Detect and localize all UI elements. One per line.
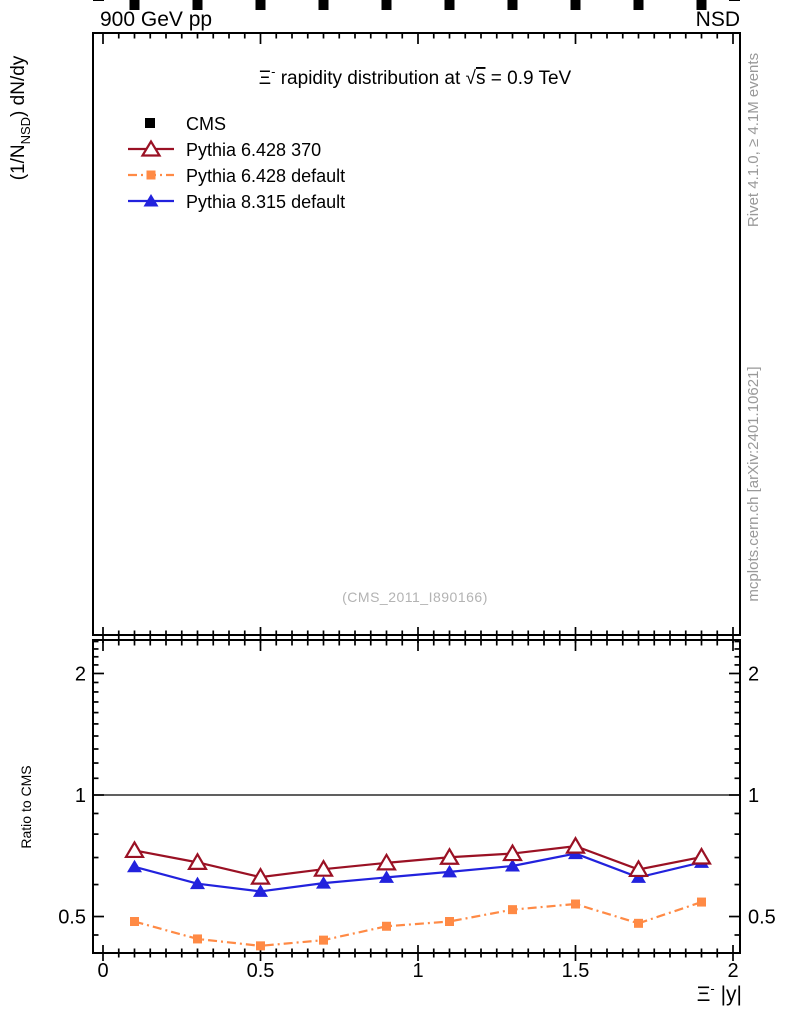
data-point-marker [313, 859, 334, 877]
ratio-plot-frame [92, 639, 741, 954]
legend-marker-pythia6-default [146, 170, 156, 180]
data-point-marker [379, 870, 394, 883]
main-series [129, 0, 707, 10]
tick-label: 1 [412, 960, 423, 982]
x-axis-title: Ξ- |y| [697, 981, 742, 1006]
data-point-marker [565, 835, 586, 854]
data-point-marker [502, 843, 523, 862]
data-point-marker [439, 847, 460, 865]
data-point-marker [634, 918, 643, 928]
data-point-marker [505, 859, 520, 872]
legend-label-pythia6-370: Pythia 6.428 370 [186, 140, 321, 160]
tick-label: 0 [75, 0, 86, 5]
series-markers-pythia-6-428-default [130, 0, 706, 9]
mcplots-arxiv-note: mcplots.cern.ch [arXiv:2401.10621] [745, 366, 762, 601]
event-class-label: NSD [696, 8, 740, 31]
data-point-marker [124, 840, 145, 859]
data-point-marker [129, 0, 140, 10]
tick-label: 1 [748, 785, 759, 807]
data-point-marker [381, 0, 392, 10]
beam-energy-label: 900 GeV pp [100, 8, 212, 31]
data-point-marker [250, 866, 271, 885]
data-point-marker [318, 0, 329, 10]
tick-label: 0.02 [47, 0, 86, 5]
data-point-marker [570, 0, 581, 10]
data-point-marker [255, 0, 266, 10]
data-point-marker [256, 941, 265, 951]
series-markers-cms [129, 0, 707, 10]
data-point-marker [192, 0, 203, 10]
legend-label-pythia8-default: Pythia 8.315 default [186, 192, 345, 212]
tick-label: 2 [75, 663, 86, 685]
legend-label-cms: CMS [186, 114, 226, 134]
main-y-axis-title: (1/NNSD) dN/dy [8, 55, 33, 180]
series-markers-pythia-6-428-default [130, 897, 706, 951]
legend-marker-pythia6-370 [140, 139, 162, 157]
data-point-marker [444, 0, 455, 10]
axis-ticks: 00.0050.010.0150.020.0250.50.5112200.511… [36, 0, 776, 982]
data-point-marker [382, 921, 391, 931]
tick-label: 2 [748, 663, 759, 685]
tick-label: 0.5 [748, 907, 776, 929]
tick-label: 0.025 [36, 0, 86, 5]
data-point-marker [445, 917, 454, 927]
tick-label: 1 [75, 785, 86, 807]
data-point-marker [319, 935, 328, 945]
data-point-marker [507, 0, 518, 10]
analysis-watermark: (CMS_2011_I890166) [342, 589, 488, 605]
legend: CMS Pythia 6.428 370 Pythia 6.428 defaul… [128, 114, 345, 212]
tick-label: 0.5 [247, 960, 275, 982]
data-point-marker [253, 884, 268, 897]
data-point-marker [571, 899, 580, 909]
legend-marker-pythia8-default [143, 194, 159, 207]
legend-marker-cms [145, 118, 155, 128]
main-plot-frame [92, 32, 741, 636]
data-point-marker [193, 934, 202, 944]
data-point-marker [508, 905, 517, 915]
ratio-y-axis-title: Ratio to CMS [18, 765, 34, 848]
ratio-series [124, 835, 712, 951]
tick-label: 0.5 [58, 907, 86, 929]
tick-label: 0 [97, 960, 108, 982]
series-markers-pythia-6-428-370 [124, 835, 712, 885]
data-point-marker [190, 876, 205, 890]
plot-title: Ξ- rapidity distribution at √s = 0.9 TeV [259, 64, 572, 89]
tick-label: 0.01 [47, 0, 86, 5]
series-line-pythia-8-315-default [134, 852, 702, 893]
data-point-marker [376, 852, 397, 871]
data-point-marker [316, 876, 331, 889]
data-point-marker [691, 846, 712, 865]
legend-label-pythia6-default: Pythia 6.428 default [186, 166, 345, 186]
tick-label: 0.005 [36, 0, 86, 5]
data-point-marker [633, 0, 644, 10]
data-point-marker [697, 897, 706, 907]
data-point-marker [628, 859, 649, 878]
series-line-pythia-6-428-default [134, 901, 702, 947]
tick-label: 0.015 [36, 0, 86, 5]
tick-label: 1.5 [562, 960, 590, 982]
data-point-marker [187, 852, 208, 870]
data-point-marker [127, 859, 142, 873]
series-line-pythia-6-428-370 [134, 845, 702, 879]
tick-label: 2 [727, 960, 738, 982]
data-point-marker [130, 917, 139, 927]
data-point-marker [442, 864, 457, 878]
data-point-marker [696, 0, 707, 10]
rivet-version-note: Rivet 4.1.0, ≥ 4.1M events [745, 53, 762, 227]
